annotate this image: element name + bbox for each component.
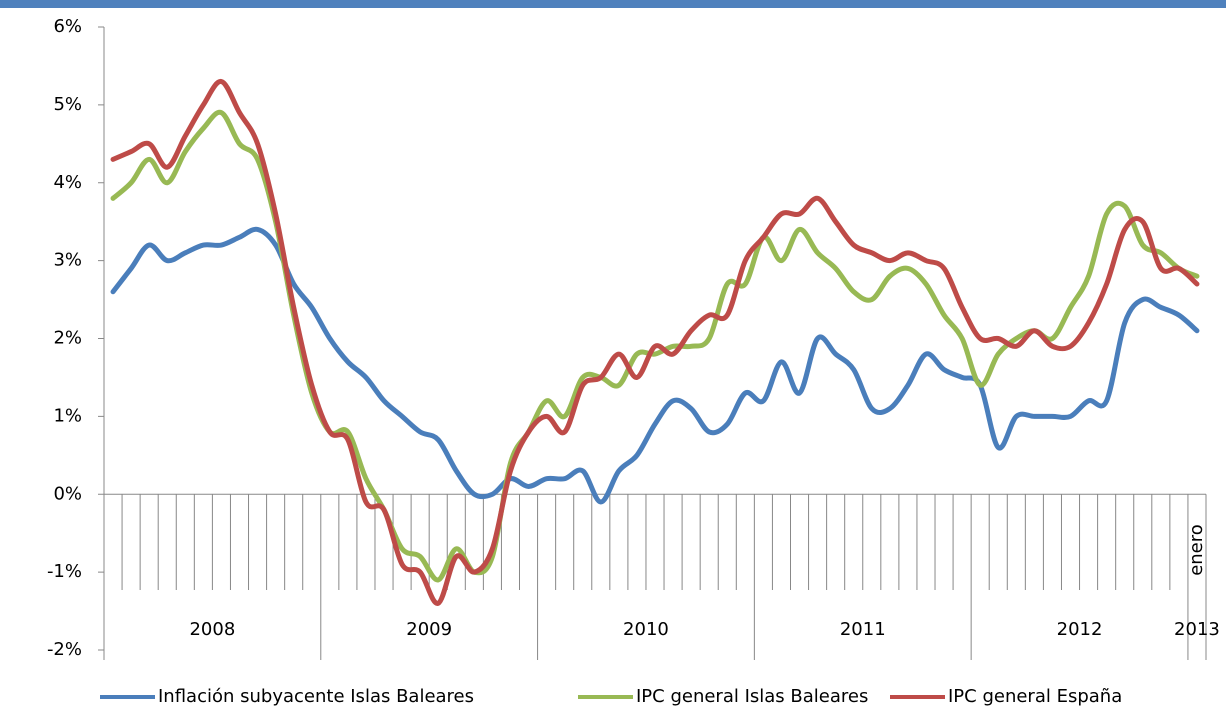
year-label: 2011: [840, 619, 886, 640]
legend-label: IPC general Islas Baleares: [636, 686, 868, 707]
x-tick-label: enero: [1186, 524, 1207, 576]
year-label: 2008: [189, 619, 235, 640]
legend-label: IPC general España: [948, 686, 1122, 707]
year-label: 2012: [1057, 619, 1103, 640]
y-tick-label: -1%: [47, 561, 82, 582]
y-tick-label: 3%: [53, 250, 82, 271]
series-line: [110, 79, 1200, 606]
top-band: [0, 0, 1226, 8]
y-tick-label: 1%: [53, 405, 82, 426]
y-tick-label: 0%: [53, 483, 82, 504]
y-tick-label: 2%: [53, 328, 82, 349]
series-line: [110, 226, 1200, 505]
y-tick-label: 4%: [53, 172, 82, 193]
year-label: 2009: [406, 619, 452, 640]
year-label: 2013: [1174, 619, 1220, 640]
y-tick-label: -2%: [47, 639, 82, 660]
legend-label: Inflación subyacente Islas Baleares: [158, 686, 474, 707]
year-label: 2010: [623, 619, 669, 640]
y-tick-label: 6%: [53, 16, 82, 37]
y-tick-label: 5%: [53, 94, 82, 115]
